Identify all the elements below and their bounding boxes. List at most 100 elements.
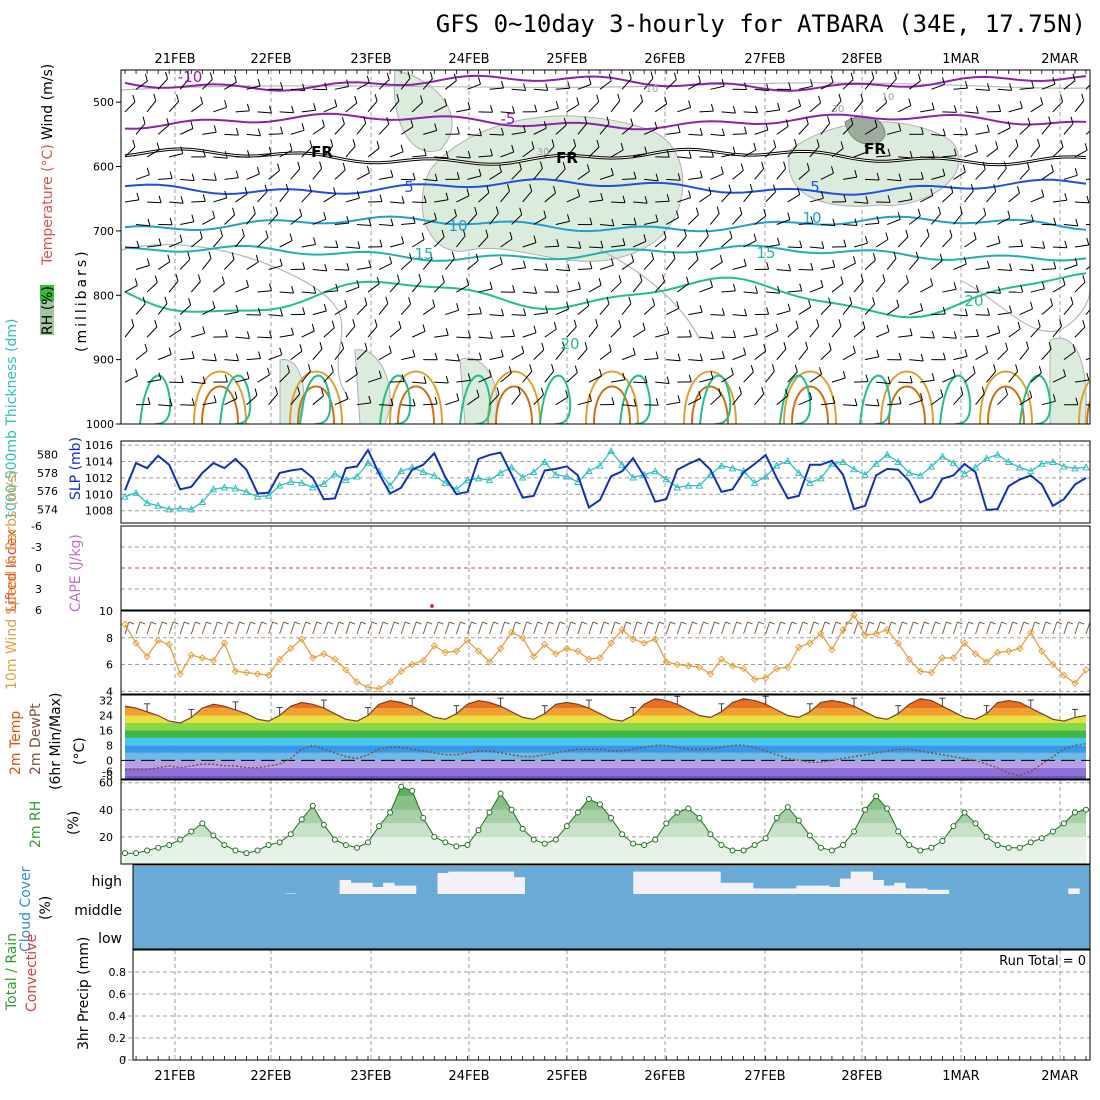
high-cloud-bar [437, 873, 449, 894]
wind-barb-flag [269, 283, 272, 291]
wind-speed-point [1016, 644, 1024, 653]
wind-barb-flag [475, 253, 479, 261]
wind-barb [268, 170, 280, 180]
ylabel-wind10m: 10m Wind Speed & Barbs (m/s) [4, 470, 20, 690]
wind-barb-flag [434, 396, 438, 405]
wind-barb [820, 402, 835, 406]
wind-barb-flag [1060, 140, 1064, 148]
run-total-label: Run Total = 0 [999, 954, 1086, 969]
ylabel-precip-total: Total / Rain [4, 933, 20, 1011]
wind-barb [434, 156, 449, 159]
wind-barb-flag [352, 319, 356, 327]
li-tick-label: 0 [35, 562, 42, 575]
wind-barb [356, 172, 370, 180]
wind-barb [997, 88, 1012, 91]
wind-barb [887, 178, 902, 182]
surface-isotherm [297, 385, 335, 424]
wind-barb [157, 261, 171, 270]
wind-barb-flag [672, 251, 676, 259]
wind-barb-flag [191, 351, 195, 359]
wind-barb [511, 393, 521, 406]
wind-barb [677, 107, 691, 113]
wind-barb [654, 281, 665, 293]
wind-barb [1063, 80, 1076, 90]
thickness-point [187, 505, 196, 513]
day-label-top: 27FEB [744, 52, 785, 67]
wind-barb-flag [434, 173, 438, 181]
wind-barb-10m [389, 621, 395, 635]
wind-barb-flag [808, 299, 812, 308]
wind-barb-flag [197, 274, 201, 282]
wind-barb-flag [356, 190, 360, 199]
thickness-point [629, 473, 637, 481]
wind-barb-flag [441, 275, 445, 283]
wind-barb-flag [1053, 217, 1057, 225]
wind-speed-point [574, 647, 582, 655]
wind-barb [533, 312, 548, 316]
wind-barb [500, 372, 512, 383]
day-label-top: 26FEB [644, 52, 685, 67]
wind-barb-flag [838, 93, 842, 102]
wind-barb [1008, 245, 1023, 248]
wind-barb-10m [930, 621, 936, 635]
wind-barb [721, 153, 736, 158]
wind-speed-point [452, 647, 461, 655]
wind-barb [666, 359, 681, 362]
wind-barb-flag [964, 127, 968, 136]
wind-barb [356, 223, 371, 226]
wind-barb-flag [224, 374, 228, 383]
wind-barb-flag [930, 188, 934, 196]
rh-point [961, 809, 968, 816]
wind-barb-flag [412, 349, 416, 357]
wind-barb-10m-flag [968, 621, 974, 625]
high-cloud-bar [872, 880, 884, 894]
contour-label: 10 [646, 84, 659, 95]
wind-barb-10m [676, 621, 682, 635]
ylabel-precip: 3hr Precip (mm) [76, 937, 92, 1050]
temp-band [125, 775, 1086, 779]
wind-barb [301, 330, 315, 338]
wind-barb [666, 178, 681, 181]
wind-barb-flag [311, 323, 315, 332]
wind-barb-flag [474, 206, 478, 215]
wind-barb [246, 314, 261, 316]
wind-barb-flag [478, 352, 482, 360]
wind-barb-flag [202, 194, 206, 202]
wind-barb [953, 171, 966, 180]
wind-barb [467, 260, 479, 270]
wind-barb-10m [279, 621, 285, 635]
thickness-point [684, 481, 693, 489]
wind-barb-flag [821, 241, 825, 249]
wind-barb-flag [876, 349, 880, 357]
wind-barb-flag [1040, 97, 1044, 105]
wind-barb [599, 223, 614, 227]
wind-barb [920, 109, 935, 113]
wind-barb-flag [640, 94, 644, 102]
wind-barb-flag [1037, 138, 1041, 147]
thickness-point [562, 472, 571, 480]
wind-barb-10m-flag [404, 621, 411, 625]
wind-barb-10m [1019, 621, 1025, 635]
wind-barb [455, 235, 466, 248]
wind-barb [146, 326, 158, 338]
wind-barb-flag [721, 79, 725, 87]
wind-barb [743, 190, 753, 203]
wind-barb [1041, 123, 1052, 135]
wind-speed-point [960, 639, 969, 647]
wind-barb [279, 334, 294, 338]
wind-barb-flag [376, 141, 380, 149]
wind-barb-flag [1009, 305, 1012, 313]
wind-barb [942, 288, 957, 293]
thickness-point [883, 450, 892, 458]
wind-barb-flag [277, 163, 280, 171]
wind-barb [423, 403, 438, 406]
rh-point [155, 844, 162, 851]
wind-barb-flag [732, 105, 736, 114]
wind-speed-point [441, 648, 450, 657]
wind-barb-flag [136, 192, 140, 201]
wind-barb [533, 394, 544, 406]
wind-barb [975, 214, 987, 225]
temp-band [125, 745, 1086, 753]
temp-band [125, 752, 1086, 761]
wind-barb-flag [655, 398, 659, 406]
